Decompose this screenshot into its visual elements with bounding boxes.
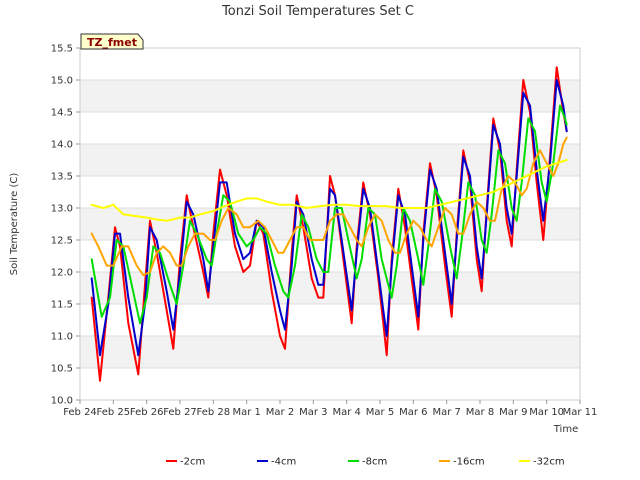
legend-label: -2cm [180,457,205,468]
x-tick-label: Feb 27 [163,407,197,418]
x-tick-label: Mar 1 [232,407,260,418]
y-tick-label: 13.5 [51,172,73,183]
y-axis-label: Soil Temperature (C) [9,173,20,276]
x-tick-label: Feb 26 [130,407,164,418]
plot-band [80,304,580,336]
x-tick-label: Mar 6 [399,407,427,418]
x-tick-label: Mar 7 [432,407,460,418]
y-tick-label: 10.0 [51,396,73,407]
plot-band [80,48,580,80]
tz-badge-label: TZ_fmet [87,36,137,49]
plot-band [80,368,580,400]
y-tick-label: 15.0 [51,76,73,87]
series-line-8cmcm [90,104,568,325]
x-tick-label: Mar 9 [499,407,527,418]
plot-band [80,144,580,176]
x-tick-label: Mar 10 [529,407,564,418]
y-tick-label: 13.0 [51,204,73,215]
y-tick-label: 15.5 [51,44,73,55]
series-lines [90,66,568,382]
plot-frame [79,47,581,401]
y-tick-label: 10.5 [51,364,73,375]
y-tick-label: 12.5 [51,236,73,247]
y-tick-label: 11.0 [51,332,73,343]
x-tick-label: Mar 8 [466,407,494,418]
x-tick-label: Mar 3 [299,407,327,418]
x-tick-label: Feb 25 [97,407,131,418]
x-tick-label: Mar 5 [366,407,394,418]
x-tick-label: Feb 24 [63,407,97,418]
series-line-4cmcm [90,79,568,357]
y-tick-label: 12.0 [51,268,73,279]
plot-band [80,336,580,368]
legend-label: -4cm [271,457,296,468]
plot-bands [80,48,580,400]
chart-title: Tonzi Soil Temperatures Set C [221,4,414,19]
legend-label: -32cm [533,457,565,468]
plot-band [80,112,580,144]
plot-band [80,272,580,304]
x-tick-label: Mar 11 [563,407,598,418]
x-tick-label: Mar 4 [332,407,360,418]
y-tick-label: 11.5 [51,300,73,311]
x-tick-label: Feb 28 [197,407,231,418]
legend-label: -16cm [453,457,485,468]
x-axis-label: Time [553,424,578,435]
legend-label: -8cm [362,457,387,468]
y-tick-label: 14.5 [51,108,73,119]
x-tick-label: Mar 2 [266,407,294,418]
series-line-32cmcm [90,159,568,222]
y-tick-label: 14.0 [51,140,73,151]
tz-badge: TZ_fmet [80,33,144,50]
y-axis: 10.0 10.5 11.0 11.5 12.0 12.5 13.0 13.5 14.0 14.5… [51,44,80,407]
tz-badge-box [80,33,144,50]
series-line-16cmcm [90,136,568,277]
legend: -2cm -4cm -8cm -16cm -32cm [166,457,565,468]
plot-band [80,80,580,112]
x-axis: Feb 24 Feb 25 Feb 26 Feb 27 Feb 28 Mar 1 Mar 2… [63,400,597,418]
